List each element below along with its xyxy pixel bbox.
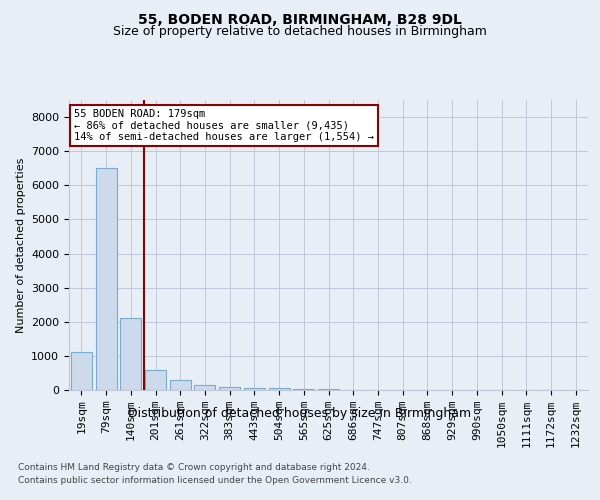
Y-axis label: Number of detached properties: Number of detached properties <box>16 158 26 332</box>
Bar <box>120 318 141 390</box>
Bar <box>219 386 240 390</box>
Bar <box>269 388 290 390</box>
Text: 55 BODEN ROAD: 179sqm
← 86% of detached houses are smaller (9,435)
14% of semi-d: 55 BODEN ROAD: 179sqm ← 86% of detached … <box>74 108 374 142</box>
Bar <box>170 380 191 390</box>
Text: Distribution of detached houses by size in Birmingham: Distribution of detached houses by size … <box>128 408 472 420</box>
Bar <box>244 388 265 390</box>
Text: Size of property relative to detached houses in Birmingham: Size of property relative to detached ho… <box>113 25 487 38</box>
Bar <box>194 385 215 390</box>
Text: Contains HM Land Registry data © Crown copyright and database right 2024.: Contains HM Land Registry data © Crown c… <box>18 462 370 471</box>
Bar <box>95 168 116 390</box>
Bar <box>145 370 166 390</box>
Bar <box>71 352 92 390</box>
Bar <box>293 389 314 390</box>
Text: 55, BODEN ROAD, BIRMINGHAM, B28 9DL: 55, BODEN ROAD, BIRMINGHAM, B28 9DL <box>138 12 462 26</box>
Text: Contains public sector information licensed under the Open Government Licence v3: Contains public sector information licen… <box>18 476 412 485</box>
